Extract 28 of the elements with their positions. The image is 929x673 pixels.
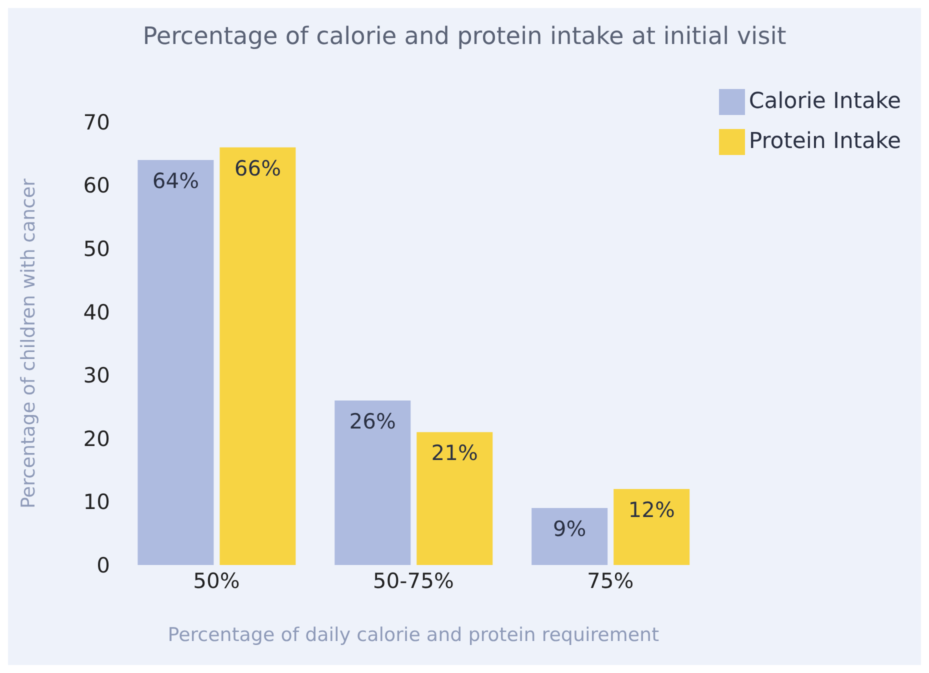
chart-title: Percentage of calorie and protein intake at initial visit	[142, 21, 788, 52]
data-label: 21%	[431, 441, 478, 466]
y-tick-label: 70	[83, 110, 110, 134]
y-tick-label: 0	[96, 553, 110, 578]
y-tick-label: 60	[83, 174, 110, 198]
y-tick-label: 40	[83, 300, 110, 324]
y-tick-label: 30	[83, 364, 110, 388]
bar	[614, 489, 690, 565]
bar	[532, 508, 608, 565]
x-tick-label: 50%	[193, 568, 240, 593]
bar	[416, 432, 493, 565]
x-tick-label: 50-75%	[372, 568, 454, 593]
bar	[220, 147, 296, 565]
data-label: 9%	[552, 517, 586, 542]
x-axis-title: Percentage of daily calorie and protein requirement	[168, 624, 660, 646]
bar	[138, 160, 214, 565]
y-tick-label: 20	[83, 426, 110, 451]
legend-label: Calorie Intake	[748, 89, 901, 114]
data-label: 26%	[349, 409, 396, 434]
y-tick-label: 50	[83, 237, 110, 262]
x-tick-label: 75%	[587, 568, 634, 593]
bar	[334, 400, 411, 565]
y-tick-label: 10	[83, 490, 110, 514]
y-axis-title: Percentage of children with cancer	[18, 178, 40, 508]
legend-label: Protein Intake	[748, 129, 901, 154]
data-label: 66%	[234, 156, 282, 180]
data-label: 64%	[152, 168, 200, 193]
data-label: 12%	[628, 498, 675, 522]
